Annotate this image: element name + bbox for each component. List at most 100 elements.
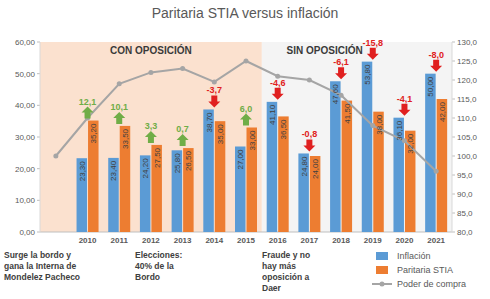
bar [140,155,151,232]
difference-label: -0,8 [302,129,318,139]
line [56,61,436,171]
y-tick-label: 10,00 [15,196,36,205]
y-tick-label: 20,00 [15,165,36,174]
arrow [335,67,347,79]
y-axis [40,42,41,232]
marker [307,78,312,83]
data-label: 38,00 [375,114,384,135]
legend-marker [380,282,385,287]
y2-tick-label: 120,0 [457,76,478,85]
bar [405,131,416,232]
data-label: 53,80 [363,64,372,85]
x-tick-label: 2015 [237,236,255,245]
note: Fraude y no [262,250,310,260]
y2-tick-label: 110,0 [457,114,477,123]
arrow [303,139,315,151]
bar [235,147,246,233]
data-label: 33,00 [248,130,257,151]
data-label: 36,10 [395,120,404,141]
data-label: 24,20 [141,158,150,179]
marker [434,169,439,174]
y2-tick-label: 95,0 [457,171,473,180]
x-tick-label: 2018 [332,236,350,245]
y2-tick-label: 80,0 [457,228,473,237]
data-label: 23,40 [109,160,118,181]
marker [148,70,153,75]
arrow [82,107,94,119]
region-label: CON OPOSICIÓN [110,44,192,56]
arrow [367,48,379,60]
bar [120,126,131,232]
bar [310,156,321,232]
difference-label: -8,0 [428,50,444,60]
marker [53,154,58,159]
note: gana la Interna de [4,261,77,271]
bar [362,62,373,232]
data-label: 41,50 [343,103,352,124]
bar [393,118,404,232]
arrow [398,104,410,116]
difference-label: -4,1 [397,94,413,104]
x-tick-label: 2021 [427,236,445,245]
arrow [177,134,189,146]
difference-label: -15,8 [363,38,384,48]
x-tick-label: 2011 [111,236,129,245]
difference-label: -3,7 [207,85,223,95]
data-label: 26,50 [184,151,193,172]
data-label: 42,00 [438,101,447,122]
y2-tick-label: 85,0 [457,209,473,218]
plot [53,59,447,233]
data-label: 27,50 [153,147,162,168]
arrow [240,114,252,126]
bar [108,158,119,232]
y2-tick-label: 100,0 [457,152,478,161]
legend-label: Paritaria STIA [397,265,453,275]
bar [298,153,309,232]
data-label: 35,00 [216,124,225,145]
data-label: 38,70 [205,112,214,133]
bar [267,102,278,232]
y2-tick-label: 115,0 [457,95,477,104]
legend-swatch [376,266,388,274]
bar [151,145,162,232]
bar [278,116,289,232]
y2-tick-label: 105,0 [457,133,478,142]
data-label: 33,50 [121,128,130,149]
difference-label: -6,1 [333,57,349,67]
x-tick-label: 2014 [205,236,223,245]
bar [203,109,214,232]
difference-label: 10,1 [110,102,128,112]
data-label: 23,30 [78,161,87,182]
labels: 23,3023,4024,2025,8038,7027,0041,1024,80… [78,38,447,182]
legend-label: Inflación [397,251,431,261]
bar [172,150,183,232]
chart: CON OPOSICIÓN SIN OPOSICIÓN Paritaria STIA… [0,0,490,299]
y-tick-label: 0,00 [19,228,35,237]
title: Paritaria STIA versus inflación [152,5,339,21]
legend-label: Poder de compra [397,279,466,289]
x-tick-label: 2020 [396,236,414,245]
difference-label: -4,6 [270,78,286,88]
note: Surge la bordo y [4,250,71,260]
data-label: 41,10 [268,104,277,125]
data-label: 27,00 [236,149,245,170]
region-label: SIN OPOSICIÓN [287,44,363,56]
legend-swatch [376,252,388,260]
marker [117,81,122,86]
marker [212,79,217,84]
note: hay más [262,261,296,271]
difference-label: 12,1 [79,97,97,107]
bar [183,148,194,232]
data-label: 47,60 [331,84,340,105]
note: Bordo [135,272,160,282]
data-label: 35,20 [89,123,98,144]
x-tick-label: 2010 [79,236,97,245]
note: Daer [262,283,282,293]
difference-label: 3,3 [145,121,158,131]
y2-tick-label: 130,0 [457,38,478,47]
marker [244,59,249,64]
y2-tick-label: 125,0 [457,57,478,66]
difference-label: 6,0 [240,104,253,114]
bar [373,112,384,232]
data-label: 24,80 [300,156,309,177]
